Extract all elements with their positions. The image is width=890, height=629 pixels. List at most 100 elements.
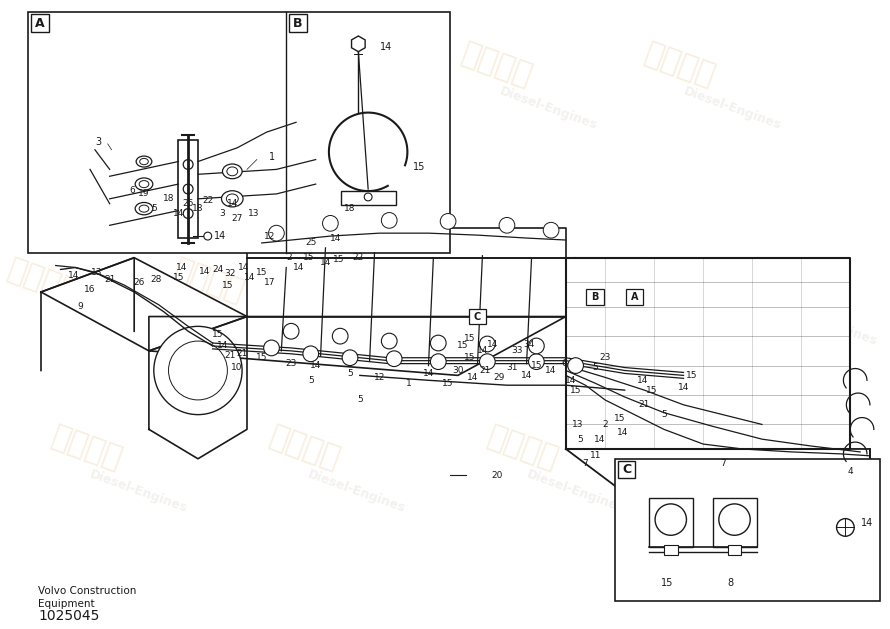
Circle shape [543, 223, 559, 238]
Text: 14: 14 [320, 258, 331, 267]
Text: Diesel-Engines: Diesel-Engines [88, 467, 190, 515]
Ellipse shape [139, 181, 149, 187]
Text: 26: 26 [134, 277, 145, 287]
Text: 11: 11 [589, 452, 601, 460]
Text: 15: 15 [457, 342, 468, 350]
Text: 累发动力: 累发动力 [47, 113, 125, 165]
Text: Diesel-Engines: Diesel-Engines [88, 159, 190, 206]
Text: 24: 24 [212, 265, 223, 274]
Text: 累发动力: 累发动力 [746, 255, 824, 308]
Text: 15: 15 [222, 281, 233, 289]
Text: 15: 15 [333, 255, 344, 264]
Bar [649, 498, 693, 547]
Text: 14: 14 [565, 376, 577, 385]
Text: 14: 14 [861, 518, 873, 528]
Text: 累发动力: 累发动力 [169, 255, 247, 308]
Bar [31, 14, 49, 32]
Text: 14: 14 [521, 371, 532, 380]
Text: 14: 14 [199, 267, 211, 276]
Text: 14: 14 [477, 347, 488, 355]
Text: 累发动力: 累发动力 [265, 422, 344, 474]
Text: 18: 18 [163, 194, 174, 203]
Polygon shape [247, 258, 566, 316]
Text: 32: 32 [224, 269, 236, 278]
Circle shape [480, 336, 495, 352]
Text: Diesel-Engines: Diesel-Engines [778, 301, 879, 348]
Text: 14: 14 [244, 273, 255, 282]
Text: 14: 14 [636, 376, 648, 385]
Text: Diesel-Engines: Diesel-Engines [603, 301, 705, 348]
Text: 16: 16 [85, 284, 96, 294]
Text: 15: 15 [442, 379, 454, 387]
Text: 22: 22 [202, 196, 214, 205]
Text: 26: 26 [182, 199, 194, 208]
Text: 2: 2 [287, 253, 292, 262]
Text: Diesel-Engines: Diesel-Engines [306, 467, 408, 515]
Text: 5: 5 [578, 435, 584, 443]
Text: Diesel-Engines: Diesel-Engines [210, 301, 312, 348]
Text: 23: 23 [599, 353, 611, 362]
Circle shape [263, 340, 279, 356]
Text: 15: 15 [660, 578, 673, 588]
Text: 累发动力: 累发动力 [641, 39, 719, 91]
Text: 22: 22 [352, 253, 363, 262]
Text: 17: 17 [263, 277, 275, 287]
Text: 29: 29 [493, 373, 505, 382]
Text: 12: 12 [374, 373, 385, 382]
Text: A: A [631, 292, 638, 302]
Circle shape [480, 353, 495, 369]
Circle shape [431, 353, 446, 369]
Text: Diesel-Engines: Diesel-Engines [411, 301, 513, 348]
Text: 5: 5 [151, 204, 157, 213]
Text: Diesel-Engines: Diesel-Engines [716, 467, 818, 515]
Text: 累发动力: 累发动力 [457, 39, 536, 91]
Text: 15: 15 [685, 371, 697, 380]
Text: 23: 23 [286, 359, 297, 368]
Text: 25: 25 [305, 238, 317, 247]
Bar [587, 289, 604, 305]
Text: 13: 13 [248, 209, 260, 218]
Text: 5: 5 [593, 363, 598, 372]
Bar [626, 289, 643, 305]
Bar [713, 498, 757, 547]
Text: 14: 14 [217, 342, 228, 350]
Circle shape [283, 323, 299, 339]
Text: 累发动力: 累发动力 [239, 52, 318, 104]
Text: 15: 15 [614, 414, 626, 423]
Text: 累发动力: 累发动力 [370, 255, 449, 308]
Text: 14: 14 [175, 263, 187, 272]
Text: 15: 15 [303, 253, 314, 262]
Text: 14: 14 [467, 373, 478, 382]
Text: 14: 14 [423, 369, 434, 378]
Text: Diesel-Engines: Diesel-Engines [682, 85, 783, 132]
Ellipse shape [222, 164, 242, 179]
Text: 14: 14 [310, 361, 321, 370]
Text: C: C [622, 463, 631, 476]
Text: 30: 30 [452, 366, 464, 375]
Circle shape [719, 504, 750, 535]
Text: 5: 5 [661, 410, 667, 419]
Text: 10: 10 [231, 363, 243, 372]
Text: 6: 6 [129, 186, 135, 196]
Ellipse shape [227, 167, 238, 175]
Text: 31: 31 [506, 363, 518, 372]
Polygon shape [566, 258, 850, 449]
Circle shape [332, 328, 348, 344]
Text: 12: 12 [263, 231, 275, 241]
Text: 14: 14 [380, 42, 392, 52]
Bar [615, 459, 879, 601]
Polygon shape [41, 258, 134, 370]
Circle shape [568, 358, 584, 374]
Bar [341, 191, 396, 205]
Text: 15: 15 [464, 333, 475, 343]
Text: 14: 14 [214, 231, 227, 241]
Text: Diesel-Engines: Diesel-Engines [524, 467, 626, 515]
Text: 14: 14 [329, 233, 341, 243]
Text: A: A [36, 17, 44, 30]
Circle shape [382, 333, 397, 349]
Text: 累发动力: 累发动力 [676, 422, 754, 474]
Ellipse shape [135, 178, 153, 191]
Text: B: B [294, 17, 303, 30]
Text: 21: 21 [237, 349, 247, 359]
Circle shape [499, 218, 514, 233]
